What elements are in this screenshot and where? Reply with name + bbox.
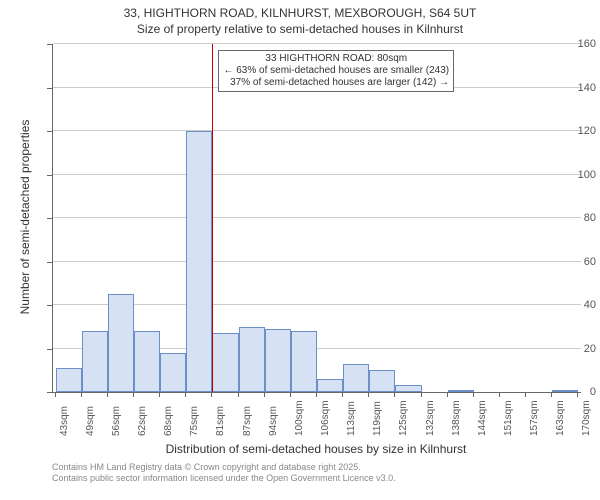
reference-annotation: 33 HIGHTHORN ROAD: 80sqm← 63% of semi-de…	[218, 50, 454, 92]
histogram-bar	[134, 331, 160, 392]
ytick-label: 120	[550, 125, 596, 137]
xtick-label: 94sqm	[268, 406, 279, 436]
histogram-bar	[186, 131, 212, 392]
xtick-label: 62sqm	[137, 406, 148, 436]
plot-area: 33 HIGHTHORN ROAD: 80sqm← 63% of semi-de…	[52, 44, 581, 393]
annotation-smaller: ← 63% of semi-detached houses are smalle…	[223, 65, 449, 77]
ytick-label: 0	[550, 386, 596, 398]
footer-line1: Contains HM Land Registry data © Crown c…	[52, 462, 396, 473]
xtick-label: 119sqm	[372, 401, 383, 436]
xtick-label: 151sqm	[503, 400, 514, 436]
ytick-label: 40	[550, 299, 596, 311]
xtick-label: 75sqm	[189, 406, 200, 436]
gridline	[53, 130, 581, 131]
y-axis-label: Number of semi-detached properties	[18, 117, 32, 317]
title-line1: 33, HIGHTHORN ROAD, KILNHURST, MEXBOROUG…	[0, 6, 600, 22]
xtick-label: 144sqm	[477, 400, 488, 436]
ytick-label: 60	[550, 256, 596, 268]
xtick-label: 138sqm	[451, 400, 462, 436]
gridline	[53, 43, 581, 44]
histogram-bar	[239, 327, 265, 392]
xtick-label: 125sqm	[398, 400, 409, 436]
x-axis-label: Distribution of semi-detached houses by …	[52, 442, 580, 456]
histogram-bar	[56, 368, 82, 392]
footer-attribution: Contains HM Land Registry data © Crown c…	[52, 462, 396, 484]
xtick-label: 81sqm	[215, 406, 226, 436]
histogram-bar	[160, 353, 186, 392]
histogram-bar	[343, 364, 369, 392]
ytick-label: 140	[550, 82, 596, 94]
xtick-label: 163sqm	[555, 400, 566, 436]
histogram-bar	[291, 331, 317, 392]
annotation-label: 33 HIGHTHORN ROAD: 80sqm	[223, 53, 449, 65]
chart-title: 33, HIGHTHORN ROAD, KILNHURST, MEXBOROUG…	[0, 6, 600, 37]
xtick-label: 100sqm	[294, 400, 305, 436]
xtick-label: 49sqm	[85, 406, 96, 436]
histogram-bar	[82, 331, 108, 392]
xtick-label: 132sqm	[425, 400, 436, 436]
xtick-label: 106sqm	[320, 400, 331, 436]
footer-line2: Contains public sector information licen…	[52, 473, 396, 484]
gridline	[53, 174, 581, 175]
xtick-label: 113sqm	[346, 401, 357, 436]
histogram-bar	[448, 390, 474, 392]
xtick-label: 56sqm	[111, 406, 122, 436]
xtick-label: 157sqm	[529, 400, 540, 436]
ytick-label: 100	[550, 169, 596, 181]
histogram-bar	[212, 333, 238, 392]
histogram-bar	[317, 379, 343, 392]
ytick-label: 80	[550, 212, 596, 224]
xtick-label: 170sqm	[581, 400, 592, 436]
histogram-bar	[395, 385, 421, 392]
histogram-bar	[265, 329, 291, 392]
xtick-label: 43sqm	[59, 406, 70, 436]
title-line2: Size of property relative to semi-detach…	[0, 22, 600, 38]
xtick-label: 87sqm	[242, 406, 253, 436]
gridline	[53, 261, 581, 262]
ytick-label: 160	[550, 38, 596, 50]
gridline	[53, 217, 581, 218]
xtick-label: 68sqm	[163, 406, 174, 436]
histogram-bar	[108, 294, 134, 392]
histogram-bar	[369, 370, 395, 392]
annotation-larger: 37% of semi-detached houses are larger (…	[223, 77, 449, 89]
ytick-label: 20	[550, 343, 596, 355]
reference-line	[212, 44, 213, 392]
